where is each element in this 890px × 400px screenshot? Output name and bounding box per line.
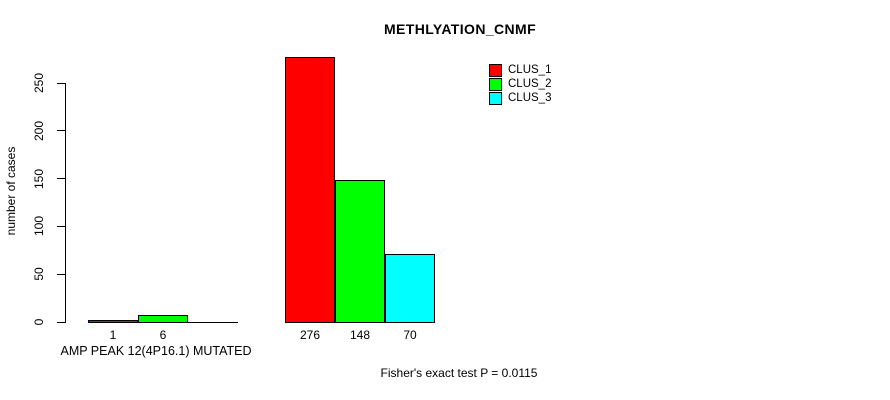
x-axis-group-label: AMP PEAK 12(4P16.1) MUTATED — [60, 344, 252, 358]
bar-clus_2-group-2 — [335, 179, 385, 323]
y-tick-mark — [57, 130, 65, 132]
y-tick-label: 0 — [32, 318, 46, 326]
y-tick-label: 250 — [32, 72, 46, 94]
legend-item-clus-1: CLUS_1 — [489, 64, 551, 78]
clus-3-swatch-icon — [489, 91, 502, 105]
y-tick-mark — [57, 82, 65, 84]
chart-title: METHLYATION_CNMF — [383, 21, 537, 37]
clus-1-swatch-icon — [489, 64, 502, 78]
y-tick-mark — [57, 178, 65, 180]
y-tick-label: 50 — [32, 267, 46, 281]
bar-value-label: 6 — [159, 328, 167, 342]
y-tick-mark — [57, 321, 65, 323]
legend-item-clus-2: CLUS_2 — [489, 78, 551, 92]
clus-2-swatch-icon — [489, 78, 502, 92]
y-tick-mark — [57, 273, 65, 275]
y-tick-label: 150 — [32, 168, 46, 189]
legend-label: CLUS_1 — [508, 64, 552, 77]
bar-value-label: 1 — [109, 328, 117, 342]
bar-clus_3-group-2 — [385, 254, 435, 323]
legend-item-clus-3: CLUS_3 — [489, 91, 551, 105]
legend-label: CLUS_2 — [508, 78, 552, 91]
bar-value-label: 276 — [299, 328, 321, 342]
y-axis-line — [65, 83, 67, 323]
y-tick-label: 200 — [32, 120, 46, 141]
legend: CLUS_1 CLUS_2 CLUS_3 — [489, 64, 551, 105]
bar-value-label: 70 — [403, 328, 417, 342]
fisher-test-annotation: Fisher's exact test P = 0.0115 — [380, 366, 538, 380]
bar-clus_2-group-1 — [138, 315, 188, 323]
legend-label: CLUS_3 — [508, 91, 552, 104]
y-tick-label: 100 — [32, 216, 46, 237]
y-tick-mark — [57, 225, 65, 228]
bar-clus_1-group-2 — [285, 57, 335, 323]
bar-value-label: 148 — [349, 328, 371, 342]
bar-clus_1-group-1 — [88, 320, 138, 323]
